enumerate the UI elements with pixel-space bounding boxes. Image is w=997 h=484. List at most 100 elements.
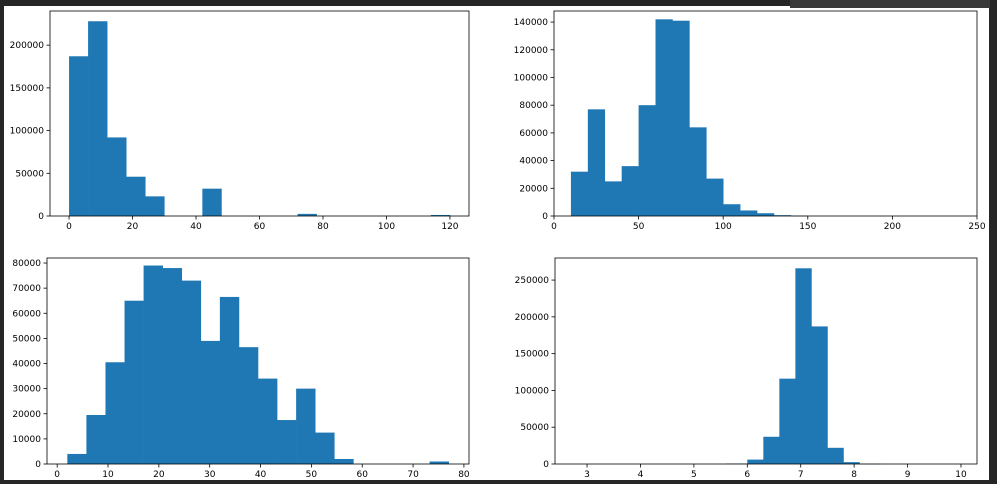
axes-frame [553, 10, 978, 217]
histogram-bar [689, 127, 707, 216]
y-tick-label: 80000 [519, 101, 548, 111]
histogram-bar [200, 340, 221, 464]
y-tick-label: 60000 [12, 309, 41, 319]
x-tick-label: 40 [255, 470, 267, 480]
histogram-bar [162, 268, 183, 464]
y-tick-label: 40000 [12, 360, 41, 370]
y-tick-label: 80000 [12, 259, 41, 269]
histogram-bottom-left: 0 10 20 30 40 50 60 70 80 0 10000 20000 30000 40000 50… [12, 257, 470, 480]
y-tick-label: 30000 [12, 385, 41, 395]
x-tick-label: 6 [744, 470, 750, 480]
histogram-bar [105, 362, 125, 464]
histogram-bar [219, 296, 240, 464]
axes-frame [46, 257, 470, 465]
x-tick-label: 150 [799, 222, 816, 232]
histogram-bar [202, 188, 222, 216]
x-tick-label: 4 [638, 470, 644, 480]
histogram-bar [604, 181, 622, 216]
histogram-bar [145, 196, 165, 216]
y-tick-label: 200000 [10, 41, 45, 51]
x-tick-label: 80 [458, 470, 470, 480]
y-tick-label: 50000 [12, 334, 41, 344]
x-tick-label: 50 [306, 470, 318, 480]
histogram-bar [811, 326, 828, 464]
x-tick-label: 10 [955, 470, 967, 480]
histogram-bar [181, 280, 202, 464]
y-tick-label: 70000 [12, 284, 41, 294]
x-tick-label: 3 [584, 470, 590, 480]
x-tick-label: 20 [153, 470, 165, 480]
histogram-bar [740, 210, 758, 216]
histogram-bar [107, 137, 127, 216]
x-tick-label: 40 [190, 222, 202, 232]
y-tick-label: 0 [542, 212, 548, 222]
histogram-bar [638, 105, 656, 216]
x-tick-label: 30 [204, 470, 216, 480]
y-tick-label: 100000 [514, 73, 549, 83]
x-tick-label: 200 [884, 222, 901, 232]
y-tick-label: 250000 [515, 276, 550, 286]
histogram-bar [795, 268, 812, 464]
histogram-bar [587, 109, 606, 216]
x-tick-label: 0 [54, 470, 60, 480]
histogram-bar [655, 19, 673, 217]
histogram-bar [570, 171, 589, 216]
histogram-bar [86, 415, 106, 464]
histogram-bottom-right: 3 4 5 6 7 8 9 10 0 50000 100000 150000 200000 250000 [515, 257, 978, 480]
x-tick-label: 70 [407, 470, 419, 480]
y-tick-label: 100000 [10, 127, 45, 137]
histogram-bar [779, 378, 796, 464]
y-tick-label: 10000 [12, 435, 41, 445]
histogram-bar [126, 176, 146, 216]
histogram-bar [88, 21, 108, 216]
histogram-top-left: 0 20 40 60 80 100 120 0 50000 100000 150000 200000 [10, 10, 470, 232]
x-tick-label: 10 [102, 470, 114, 480]
x-tick-label: 7 [798, 470, 804, 480]
y-tick-label: 60000 [519, 129, 548, 139]
y-tick-label: 200000 [515, 313, 550, 323]
x-tick-label: 0 [551, 222, 557, 232]
histogram-bar [277, 420, 297, 464]
x-tick-label: 8 [851, 470, 857, 480]
histogram-bar [296, 388, 316, 464]
histogram-bar [67, 453, 87, 464]
x-tick-label: 0 [66, 222, 72, 232]
y-tick-label: 0 [35, 460, 41, 470]
histogram-bar [763, 436, 780, 464]
histogram-bar [827, 447, 844, 464]
histogram-bar [315, 432, 335, 464]
histogram-bar [621, 166, 639, 216]
histogram-bar [258, 378, 278, 464]
x-tick-label: 250 [968, 222, 985, 232]
y-tick-label: 100000 [515, 386, 550, 396]
histogram-bar [757, 213, 775, 216]
histogram-top-right: 0 50 100 150 200 250 0 20000 40000 60000 80000 1000… [514, 10, 986, 232]
histogram-bar [706, 178, 724, 216]
histogram-bar [843, 462, 860, 464]
x-tick-label: 50 [633, 222, 645, 232]
x-tick-label: 120 [441, 222, 458, 232]
histogram-bar [297, 213, 317, 216]
axes-frame [554, 257, 978, 465]
y-tick-label: 150000 [515, 350, 550, 360]
y-tick-label: 40000 [519, 157, 548, 167]
x-tick-label: 60 [254, 222, 266, 232]
y-tick-label: 0 [543, 460, 549, 470]
x-tick-label: 60 [357, 470, 369, 480]
histogram-bar [773, 215, 792, 216]
x-tick-label: 5 [691, 470, 697, 480]
histogram-bar [334, 458, 354, 464]
histogram-bar [672, 20, 690, 217]
y-tick-label: 140000 [514, 18, 549, 28]
x-tick-label: 100 [715, 222, 732, 232]
y-tick-label: 20000 [519, 184, 548, 194]
y-tick-label: 50000 [15, 169, 44, 179]
x-tick-label: 20 [127, 222, 139, 232]
y-tick-label: 50000 [520, 423, 549, 433]
histogram-bar [430, 214, 451, 216]
window-chrome-edge [790, 0, 990, 8]
histogram-bar [238, 347, 259, 464]
histogram-bar [143, 265, 163, 464]
histogram-bar [747, 459, 764, 464]
